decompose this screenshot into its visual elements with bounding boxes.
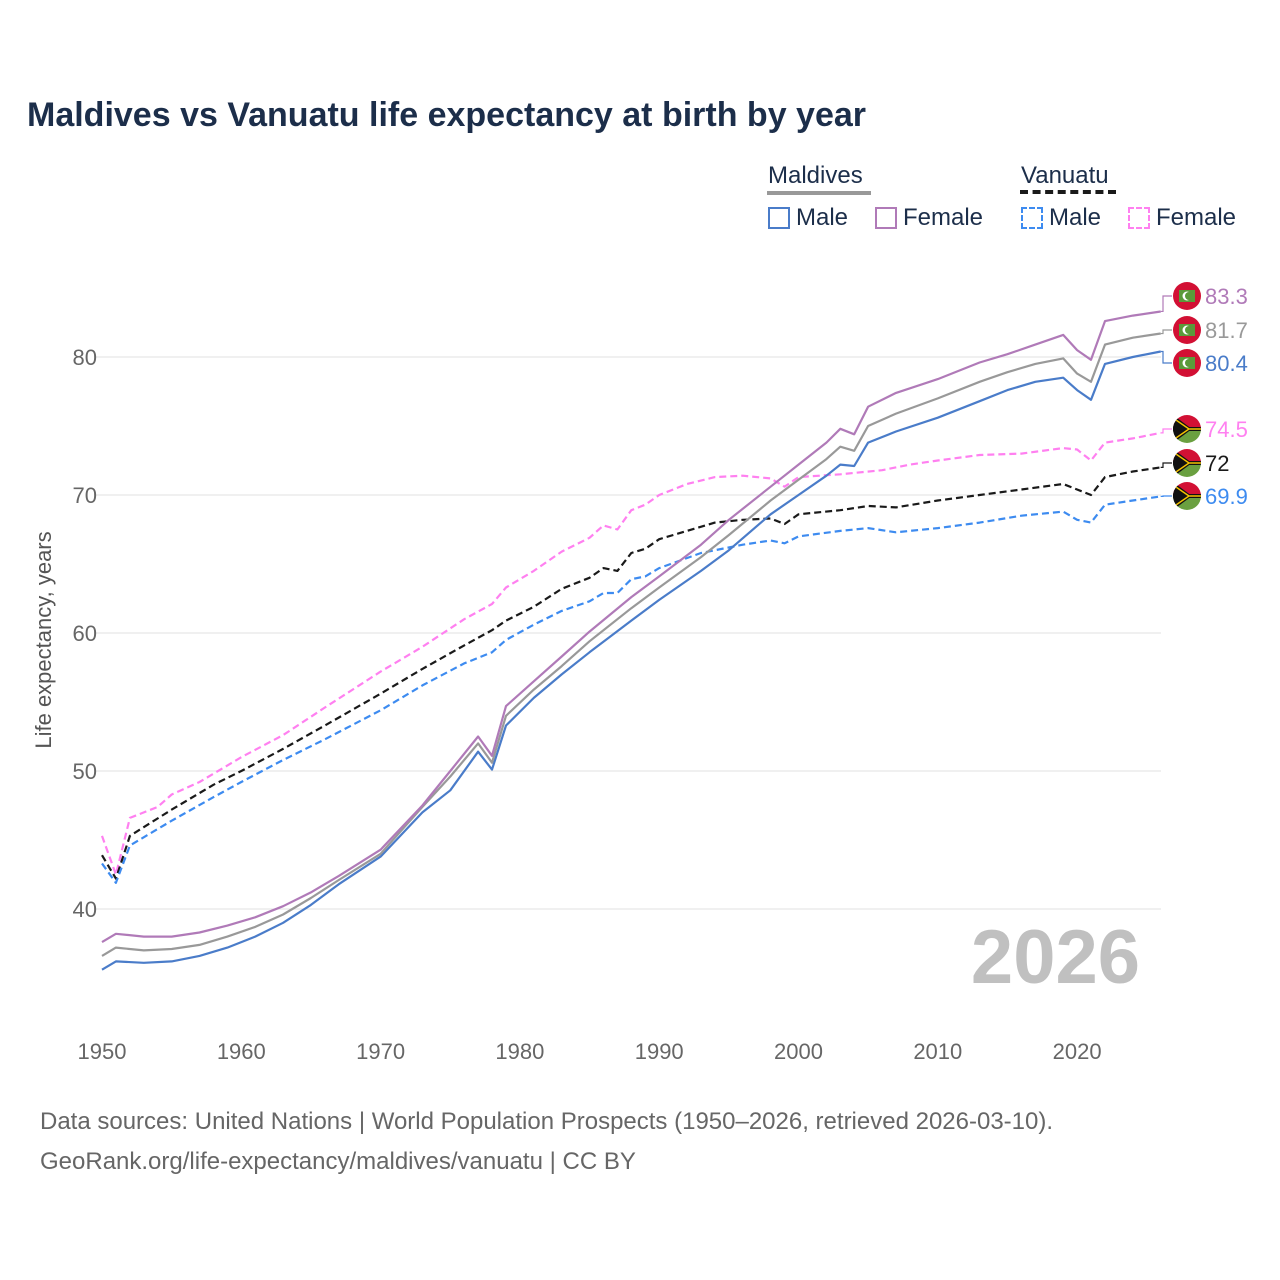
legend-label: Male <box>1049 204 1102 231</box>
maldives-flag-icon <box>1173 282 1201 310</box>
legend-group-title: Maldives <box>768 162 863 189</box>
legend-item-vanuatu-male[interactable]: Male <box>1021 204 1101 232</box>
y-tick-label: 40 <box>73 897 97 922</box>
label-connector <box>1160 329 1172 335</box>
series-line-maldives-male <box>101 350 1161 971</box>
legend-label: Female <box>903 204 984 231</box>
flag-crescent-cut <box>1185 359 1193 367</box>
flag-body <box>1173 482 1201 510</box>
label-connector <box>1160 350 1172 364</box>
x-tick-label: 1950 <box>78 1039 127 1064</box>
legend-item-maldives-female[interactable]: Female <box>875 204 983 232</box>
x-tick-label: 2000 <box>774 1039 823 1064</box>
x-tick-label: 1970 <box>356 1039 405 1064</box>
footer-sources: Data sources: United Nations | World Pop… <box>40 1108 1054 1135</box>
flag-body <box>1173 415 1201 443</box>
end-value-label: 81.7 <box>1205 318 1248 343</box>
end-value-label: 83.3 <box>1205 284 1248 309</box>
end-value-label: 74.5 <box>1205 417 1248 442</box>
legend-group-title: Vanuatu <box>1021 162 1109 189</box>
flag-crescent-cut <box>1185 326 1193 334</box>
legend-item-maldives-male[interactable]: Male <box>768 204 848 232</box>
flag-body <box>1173 449 1201 477</box>
end-value-label: 80.4 <box>1205 351 1248 376</box>
x-tick-label: 1960 <box>217 1039 266 1064</box>
legend-swatch <box>1128 207 1150 229</box>
legend-item-vanuatu-female[interactable]: Female <box>1128 204 1236 232</box>
vanuatu-flag-icon <box>1173 482 1201 510</box>
series-line-vanuatu-female <box>100 431 1161 876</box>
legend-line-vanuatu <box>1020 190 1116 194</box>
flag-crescent-cut <box>1185 292 1193 300</box>
label-connector <box>1160 462 1172 468</box>
x-tick-label: 2020 <box>1053 1039 1102 1064</box>
end-value-label: 69.9 <box>1205 484 1248 509</box>
x-tick-label: 1990 <box>635 1039 684 1064</box>
x-tick-label: 1980 <box>495 1039 544 1064</box>
year-watermark: 2026 <box>971 915 1140 1000</box>
maldives-flag-icon <box>1173 316 1201 344</box>
series-line-maldives <box>101 332 1161 957</box>
label-connector <box>1160 428 1172 434</box>
legend-line-maldives <box>767 191 871 195</box>
y-tick-label: 60 <box>73 621 97 646</box>
label-connector <box>1160 295 1172 313</box>
chart-title: Maldives vs Vanuatu life expectancy at b… <box>27 96 867 134</box>
vanuatu-flag-icon <box>1173 415 1201 443</box>
legend-swatch <box>768 207 790 229</box>
series-line-vanuatu-male <box>101 495 1161 884</box>
y-tick-label: 50 <box>73 759 97 784</box>
series-line-maldives-female <box>101 310 1161 944</box>
x-tick-label: 2010 <box>913 1039 962 1064</box>
vanuatu-flag-icon <box>1173 449 1201 477</box>
footer-link[interactable]: GeoRank.org/life-expectancy/maldives/van… <box>40 1148 636 1175</box>
y-tick-label: 80 <box>73 345 97 370</box>
maldives-flag-icon <box>1173 349 1201 377</box>
legend-label: Male <box>796 204 849 231</box>
legend-label: Female <box>1156 204 1237 231</box>
y-tick-label: 70 <box>73 483 97 508</box>
legend-swatch <box>1021 207 1043 229</box>
legend-swatch <box>875 207 897 229</box>
end-value-label: 72 <box>1205 451 1229 476</box>
series-line-vanuatu <box>101 466 1161 880</box>
